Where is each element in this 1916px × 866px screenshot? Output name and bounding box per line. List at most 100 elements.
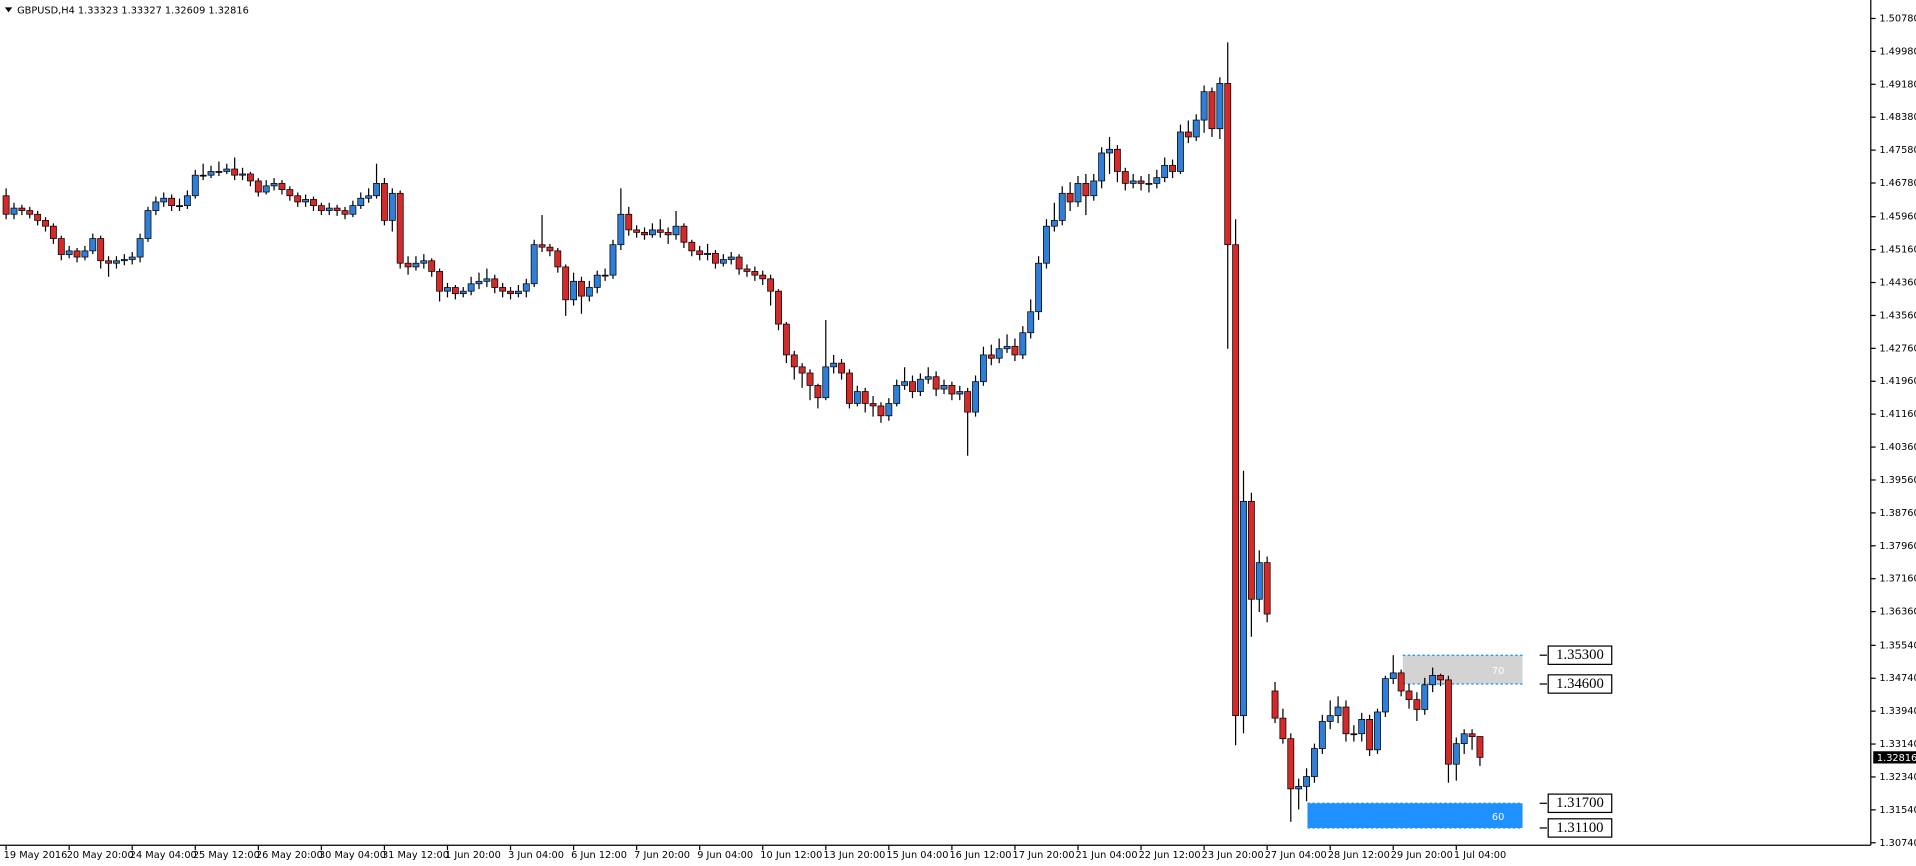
candle-body [412, 262, 420, 268]
candle-body [444, 287, 451, 292]
candle-body [215, 171, 223, 173]
candle-body [467, 283, 475, 292]
candle-body [688, 241, 696, 252]
candle-body [1334, 706, 1342, 717]
candle-body [625, 213, 633, 231]
y-tick-label: 1.33140 [1879, 739, 1916, 750]
candle-body [987, 354, 995, 359]
candle-body [1177, 131, 1184, 172]
candle-body [893, 385, 901, 404]
candle-body [262, 185, 270, 193]
candle-body [381, 183, 388, 221]
candle-body [1129, 180, 1137, 184]
candle-body [1429, 674, 1437, 686]
candle-body [1468, 733, 1476, 738]
candle-body [735, 256, 743, 270]
y-tick-label: 1.30740 [1879, 838, 1916, 849]
y-tick-label: 1.41960 [1879, 376, 1916, 387]
candle-body [1011, 345, 1019, 356]
candle-body [916, 378, 924, 392]
candle-body [483, 278, 491, 282]
candle-body [120, 259, 128, 262]
candle-body [1098, 152, 1106, 182]
y-tick-label: 1.45160 [1879, 245, 1916, 256]
candle-body [751, 271, 759, 276]
zone-label: 70 [1492, 666, 1504, 677]
candle-body [593, 274, 601, 288]
candle-body [105, 260, 112, 264]
candle-body [1035, 262, 1043, 313]
candle-body [861, 391, 869, 404]
x-tick-label: 7 Jun 20:00 [634, 850, 690, 861]
x-tick-label: 31 May 12:00 [382, 850, 449, 861]
candle-body [1381, 678, 1389, 713]
candle-body [1137, 180, 1145, 184]
candle-body [869, 403, 877, 407]
candle-body [1027, 311, 1035, 334]
candle-body [924, 376, 932, 380]
candle-body [1389, 672, 1397, 680]
y-tick-label: 1.49980 [1879, 46, 1916, 57]
candle-body [420, 260, 428, 264]
y-tick-label: 1.50780 [1879, 13, 1916, 24]
candle-body [207, 171, 215, 176]
candle-body [302, 199, 310, 203]
candle-body [1271, 690, 1279, 719]
candle-body [1287, 738, 1295, 790]
candle-body [979, 354, 987, 383]
candle-body [349, 205, 357, 215]
candle-body [1366, 719, 1374, 751]
candle-body [1374, 711, 1381, 751]
candle-body [160, 197, 168, 203]
candle-body [459, 290, 467, 295]
candle-body [972, 381, 979, 413]
x-tick-label: 3 Jun 04:00 [508, 850, 564, 861]
candle-body [1208, 91, 1216, 130]
candle-body [727, 256, 735, 260]
candle-body [428, 260, 436, 272]
candle-body [648, 229, 656, 236]
y-tick-label: 1.43560 [1879, 310, 1916, 321]
candle-body [1043, 225, 1050, 264]
x-tick-label: 13 Jun 20:00 [823, 850, 885, 861]
candle-body [1350, 733, 1358, 736]
y-tick-label: 1.35540 [1879, 640, 1916, 651]
candle-body [546, 246, 554, 252]
x-tick-label: 9 Jun 04:00 [697, 850, 753, 861]
candle-body [1019, 332, 1027, 356]
x-tick-label: 1 Jun 20:00 [445, 850, 501, 861]
candle-body [1342, 706, 1350, 735]
candle-body [514, 290, 522, 295]
candle-body [136, 238, 144, 258]
zone [1307, 803, 1523, 828]
level-box [1547, 645, 1613, 665]
level-label: 1.31100 [1556, 820, 1603, 836]
candle-body [10, 207, 18, 215]
candle-body [782, 323, 790, 356]
candle-body [1184, 131, 1192, 138]
candle-body [932, 376, 940, 390]
candle-body [239, 173, 246, 176]
x-tick-label: 17 Jun 20:00 [1012, 850, 1074, 861]
candle-body [672, 225, 680, 236]
menu-arrow[interactable] [4, 7, 13, 13]
candle-body [357, 197, 365, 206]
candle-body [617, 213, 625, 246]
level-label: 1.35300 [1556, 647, 1604, 663]
candle-body [641, 231, 648, 236]
candle-body [743, 268, 751, 272]
candle-body [759, 274, 767, 280]
candle-body [838, 362, 845, 374]
level-box [1547, 674, 1613, 694]
candle-body [436, 271, 444, 292]
candle-body [286, 189, 294, 197]
candle-body [1303, 776, 1310, 787]
candle-body [554, 250, 562, 268]
candle-body [176, 205, 183, 207]
candle-body [113, 260, 120, 264]
candle-body [719, 259, 727, 264]
candle-body [562, 266, 570, 301]
candle-body [1200, 91, 1208, 121]
candle-body [656, 229, 664, 233]
